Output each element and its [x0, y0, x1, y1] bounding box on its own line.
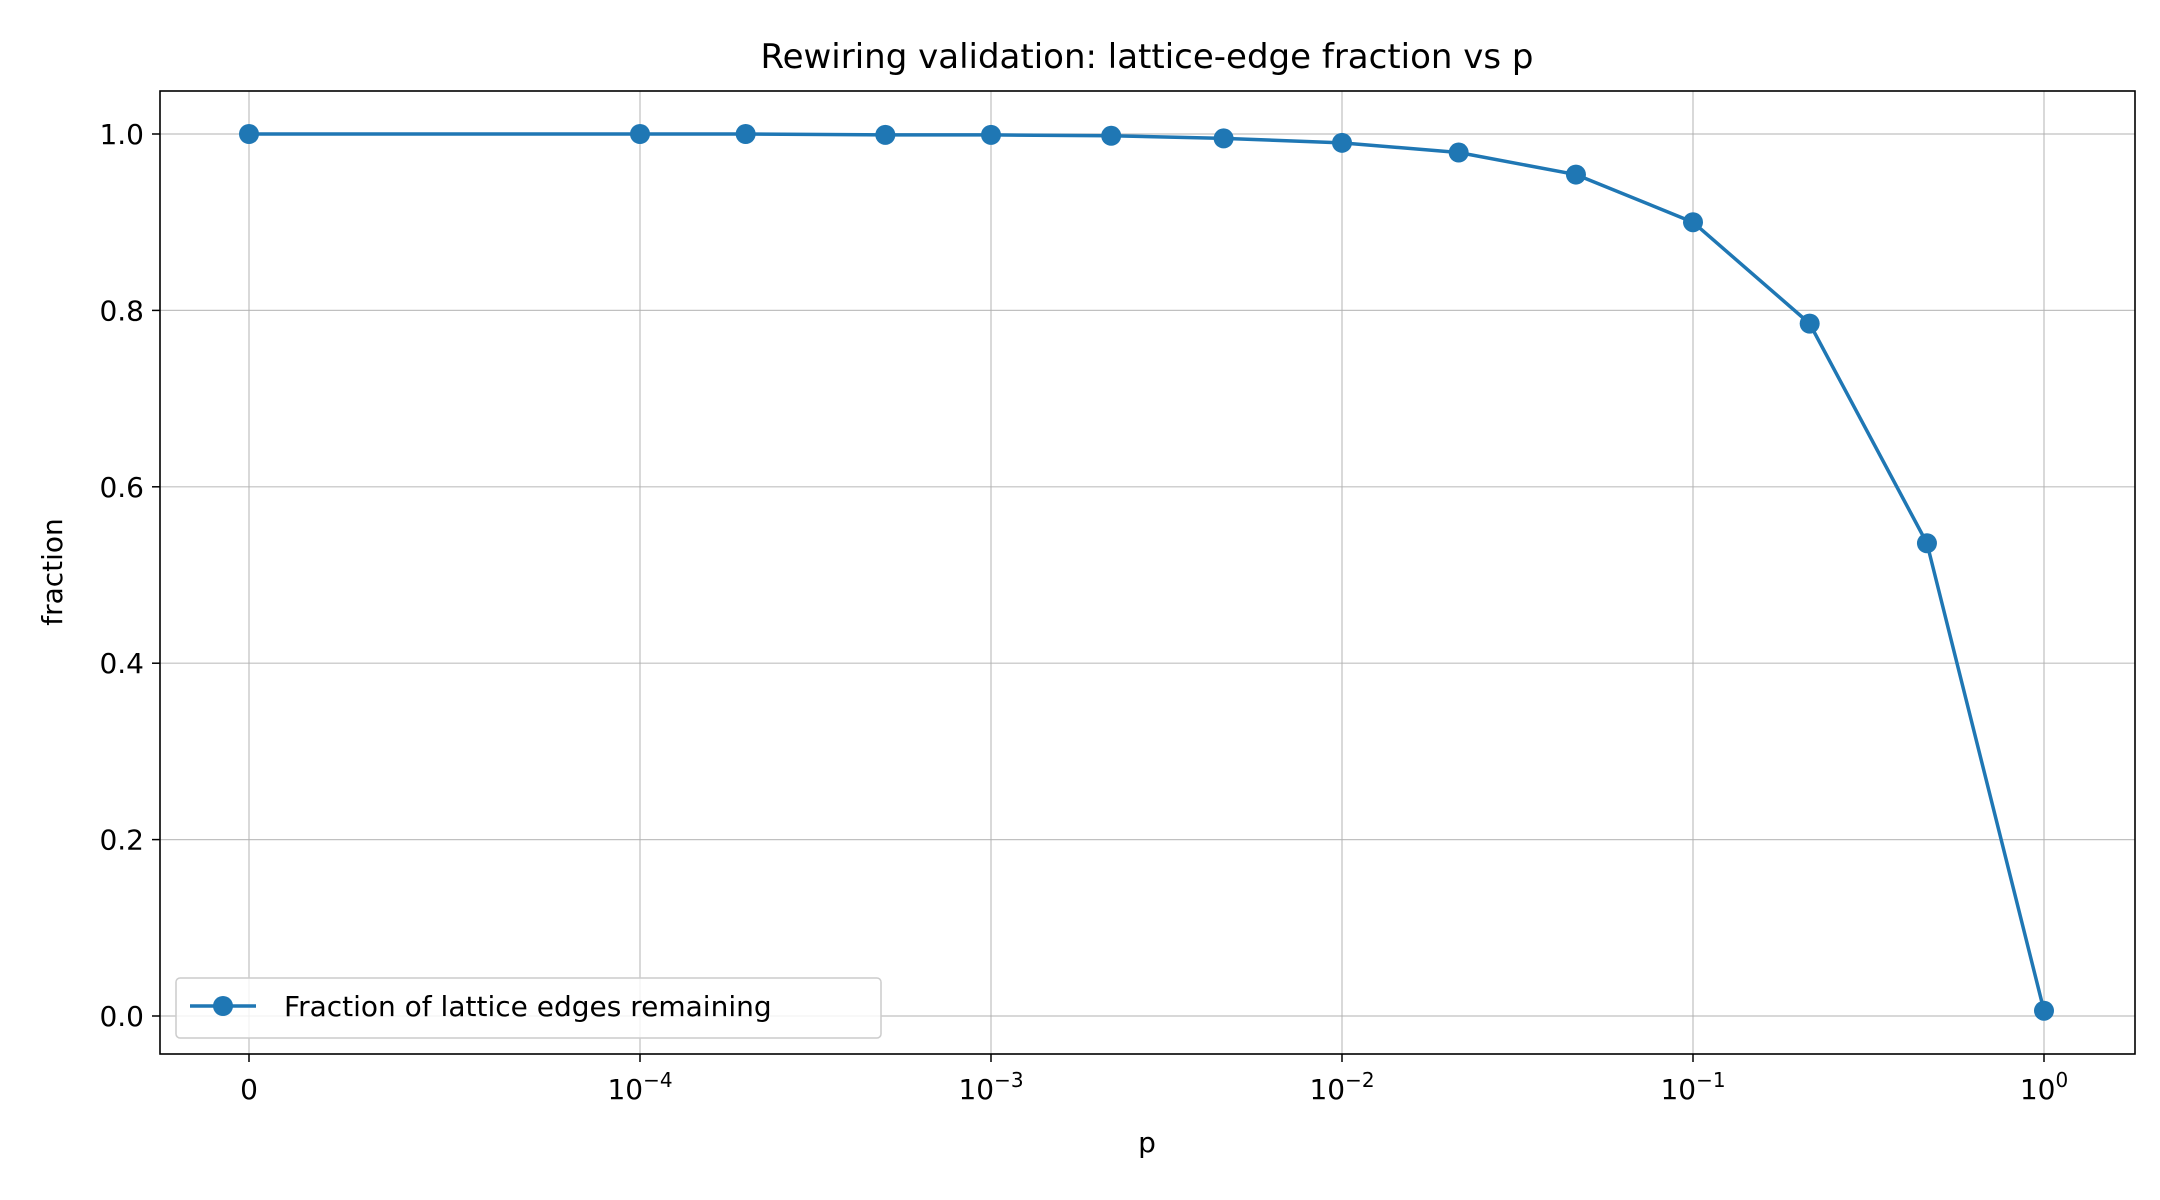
series-group: [239, 124, 2054, 1021]
data-point: [981, 125, 1001, 145]
data-point: [2034, 1001, 2054, 1021]
x-tick-label: 10−2: [1309, 1068, 1374, 1106]
plot-frame: [160, 91, 2135, 1054]
y-tick-label: 0.6: [99, 471, 144, 504]
data-point: [875, 125, 895, 145]
x-tick-label: 10−3: [958, 1068, 1023, 1106]
y-tick-label: 0.2: [99, 824, 144, 857]
x-tick-label: 0: [240, 1073, 258, 1106]
chart-title: Rewiring validation: lattice-edge fracti…: [760, 37, 1533, 77]
x-tick-label: 10−1: [1660, 1068, 1725, 1106]
series-line: [249, 134, 2044, 1011]
y-tick-label: 0.4: [99, 647, 144, 680]
y-tick-label: 0.0: [99, 1000, 144, 1033]
data-point: [239, 124, 259, 144]
data-point: [1332, 133, 1352, 153]
data-point: [1214, 128, 1234, 148]
data-point: [1800, 314, 1820, 334]
y-axis-ticks: 0.0 0.2 0.4 0.6 0.8 1.0: [99, 118, 160, 1033]
x-axis-ticks: 0 10−4 10−3 10−2 10−1 100: [240, 1054, 2068, 1106]
legend-label: Fraction of lattice edges remaining: [284, 990, 772, 1023]
data-point: [630, 124, 650, 144]
data-point: [1566, 165, 1586, 185]
data-point: [736, 124, 756, 144]
data-point: [1449, 143, 1469, 163]
legend: Fraction of lattice edges remaining: [176, 978, 881, 1038]
y-tick-label: 0.8: [99, 294, 144, 327]
data-point: [1101, 126, 1121, 146]
x-tick-label: 10−4: [607, 1068, 672, 1106]
x-tick-label: 100: [2020, 1068, 2068, 1106]
legend-marker-swatch: [213, 996, 233, 1016]
data-point: [1917, 533, 1937, 553]
y-tick-label: 1.0: [99, 118, 144, 151]
data-point: [1683, 212, 1703, 232]
y-axis-label: fraction: [36, 518, 69, 626]
grid-lines: [160, 91, 2135, 1054]
x-axis-label: p: [1138, 1126, 1156, 1159]
